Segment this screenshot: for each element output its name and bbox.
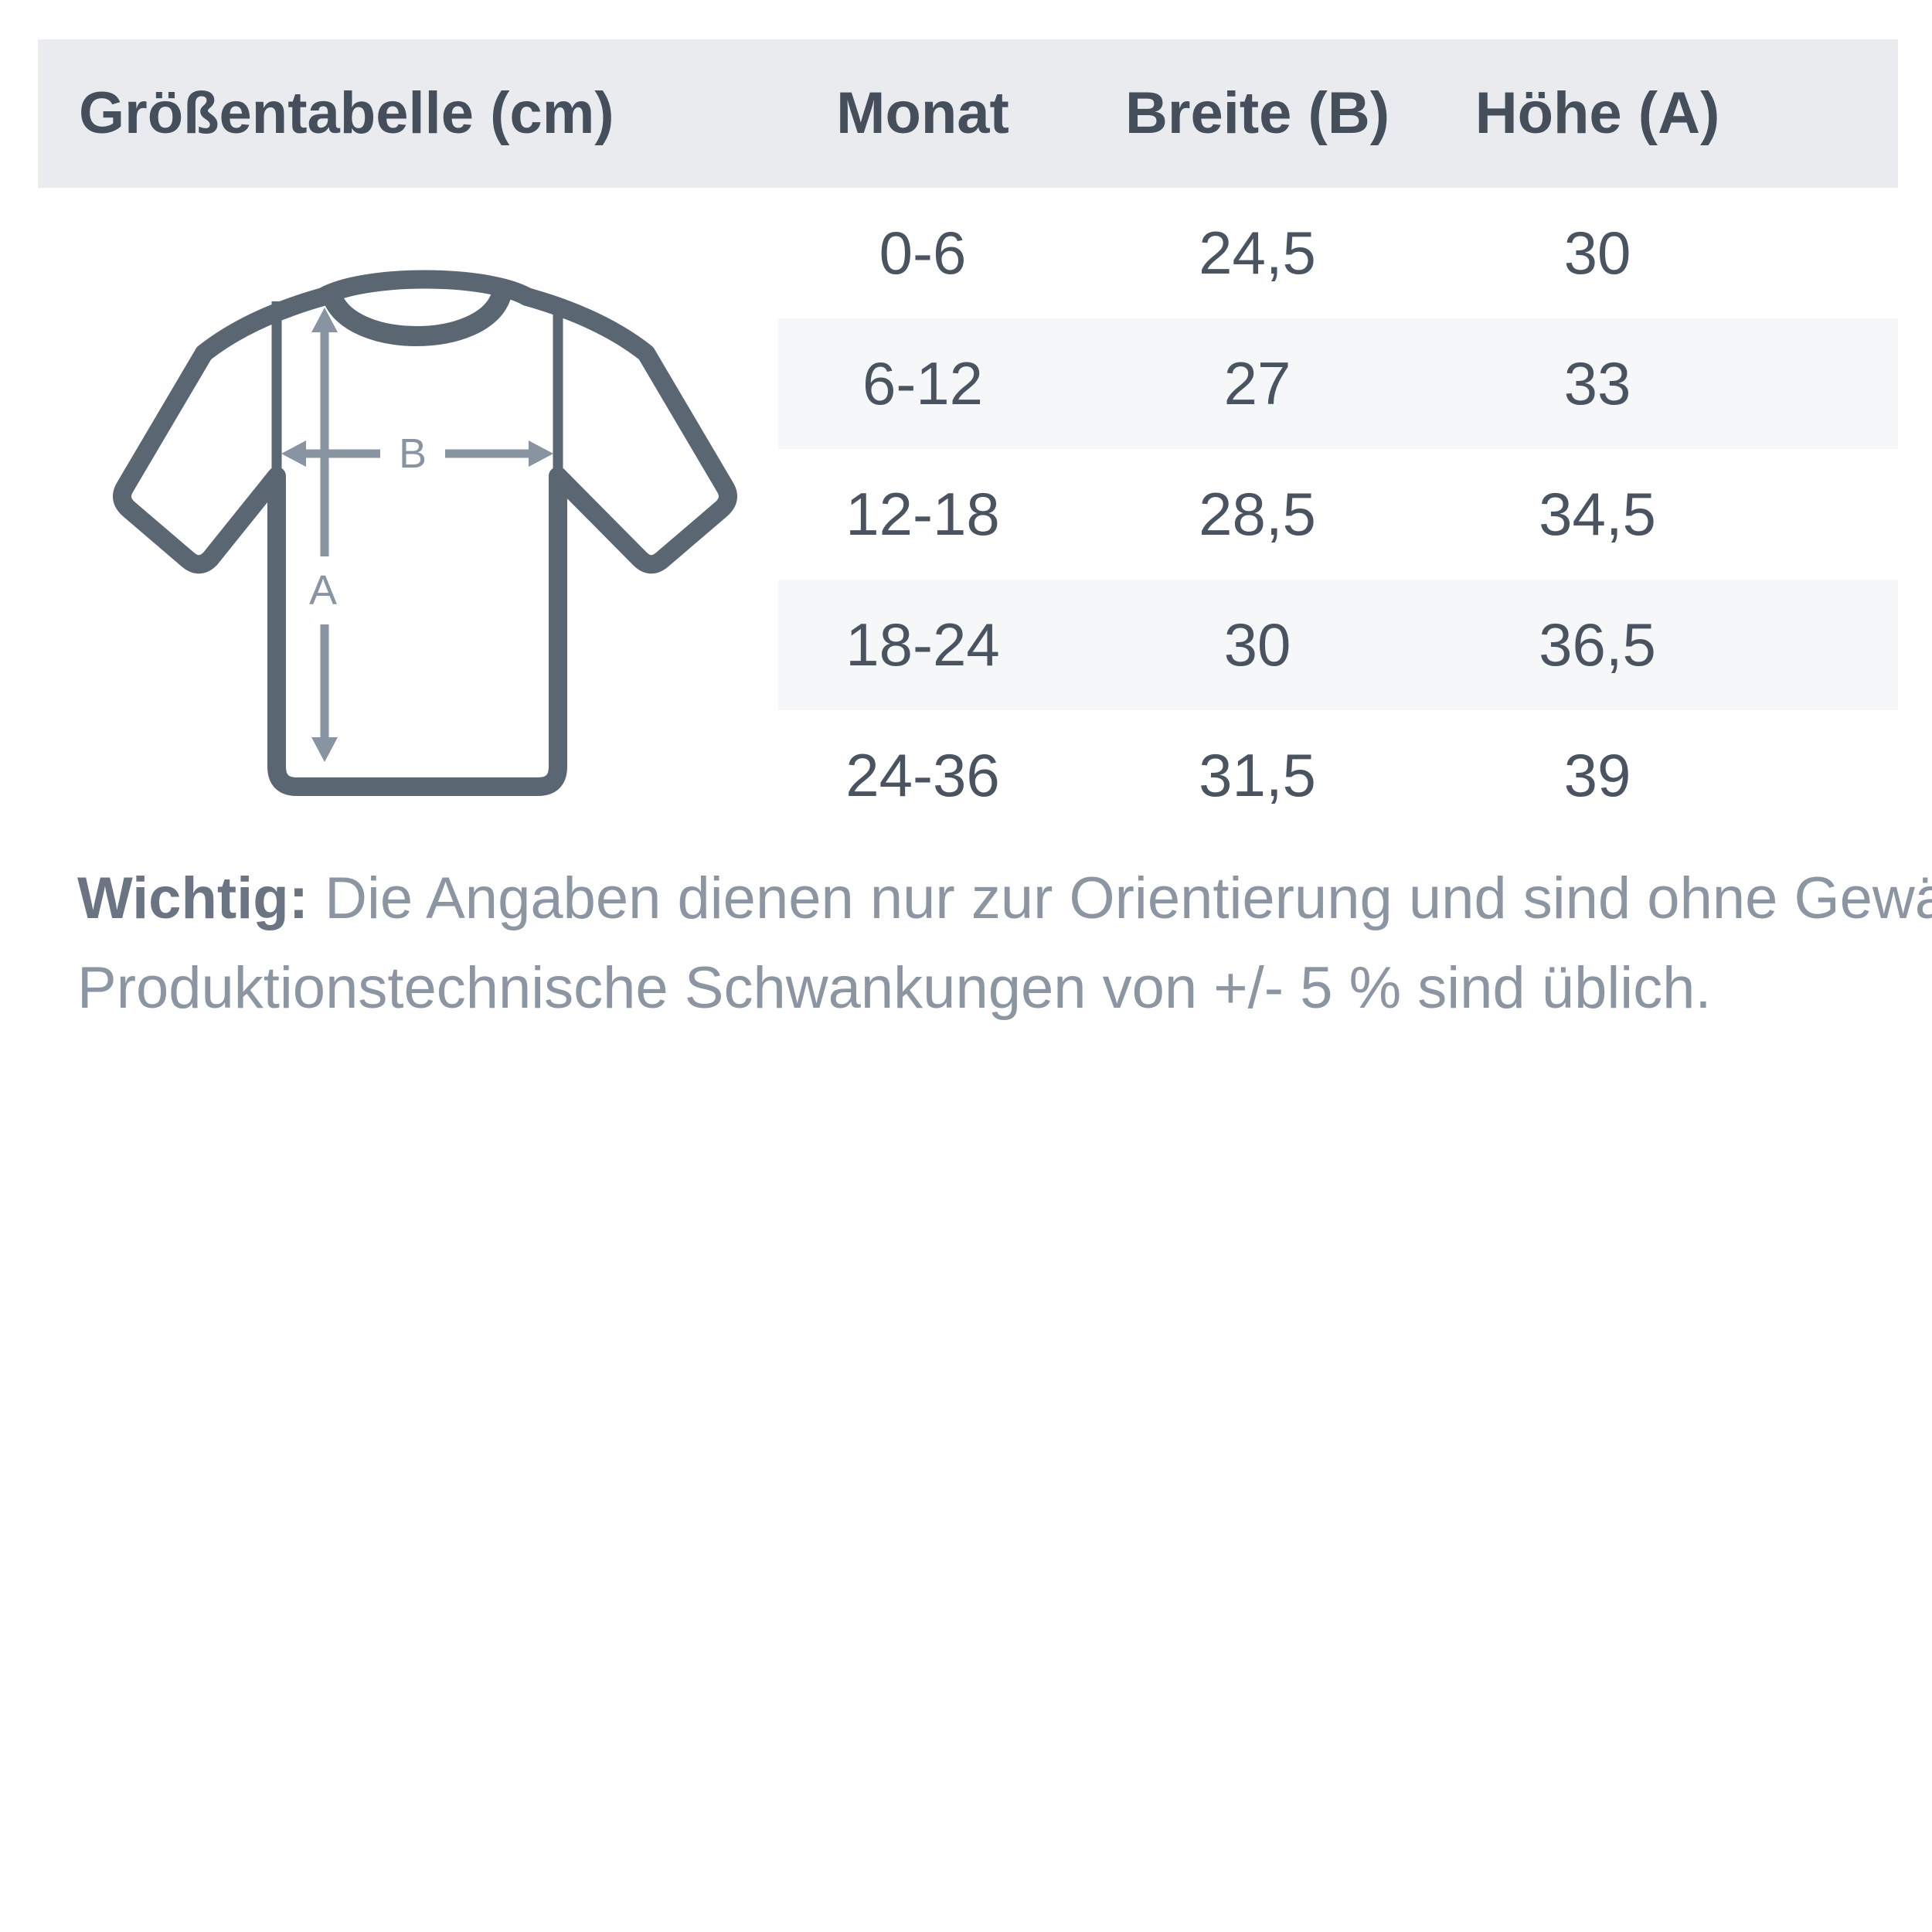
table-row: 0-6 24,5 30 [778, 188, 1898, 318]
disclaimer-note: Wichtig: Die Angaben dienen nur zur Orie… [77, 854, 1932, 1033]
table-row: 24-36 31,5 39 [778, 710, 1898, 841]
width-arrow [281, 440, 553, 467]
cell-hoehe: 33 [1563, 349, 1631, 417]
disclaimer-label: Wichtig: [77, 866, 309, 931]
cell-breite: 24,5 [1199, 219, 1316, 287]
table-header-bar: Größentabelle (cm) Monat Breite (B) Höhe… [38, 39, 1898, 188]
column-header-monat: Monat [836, 80, 1009, 146]
cell-monat: 0-6 [879, 219, 967, 287]
page-title: Größentabelle (cm) [79, 80, 614, 146]
cell-monat: 6-12 [862, 349, 984, 417]
cell-breite: 30 [1223, 611, 1291, 679]
disclaimer-line-1: Wichtig: Die Angaben dienen nur zur Orie… [77, 854, 1932, 944]
tshirt-outline [113, 270, 737, 796]
disclaimer-line-2: Produktionstechnische Schwankungen von +… [77, 955, 1712, 1021]
collar-icon [322, 287, 511, 346]
cell-hoehe: 39 [1563, 741, 1631, 809]
cell-monat: 24-36 [845, 741, 1000, 809]
column-header-hoehe: Höhe (A) [1475, 80, 1720, 146]
height-arrow [311, 308, 338, 762]
cell-breite: 27 [1223, 349, 1291, 417]
disclaimer-text-1: Die Angaben dienen nur zur Orientierung … [308, 866, 1932, 931]
table-row: 18-24 30 36,5 [778, 580, 1898, 710]
column-header-breite: Breite (B) [1124, 80, 1390, 146]
cell-breite: 28,5 [1199, 480, 1316, 548]
tshirt-diagram: A B [77, 216, 773, 835]
table-row: 6-12 27 33 [778, 318, 1898, 449]
cell-monat: 18-24 [845, 611, 1000, 679]
table-row: 12-18 28,5 34,5 [778, 449, 1898, 580]
cell-breite: 31,5 [1199, 741, 1316, 809]
cell-hoehe: 34,5 [1539, 480, 1656, 548]
tshirt-icon: A B [113, 270, 737, 796]
cell-hoehe: 36,5 [1539, 611, 1656, 679]
cell-hoehe: 30 [1563, 219, 1631, 287]
height-arrow-label: A [309, 567, 337, 614]
cell-monat: 12-18 [845, 480, 1000, 548]
width-arrow-label: B [399, 430, 427, 477]
